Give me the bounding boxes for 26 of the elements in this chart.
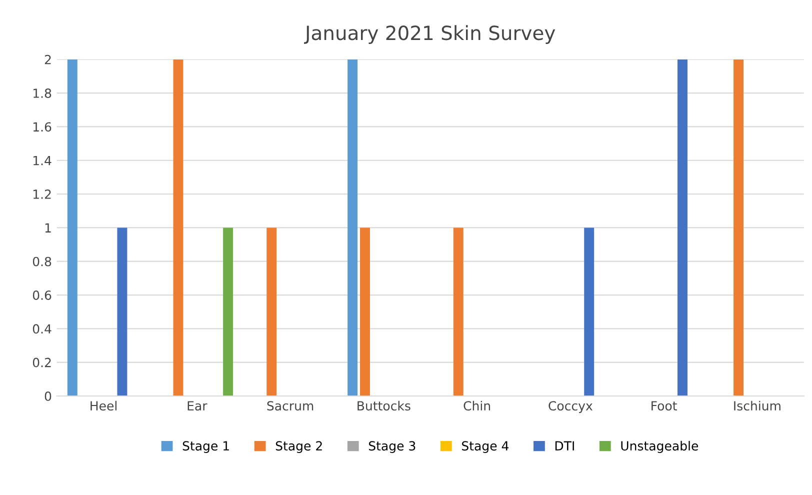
y-tick-label: 1.8 <box>33 88 52 98</box>
y-tick-label: 2 <box>44 54 51 64</box>
y-tick-label: 1.6 <box>33 122 52 132</box>
legend-label: Stage 2 <box>276 441 322 454</box>
x-tick-label: Chin <box>464 400 490 411</box>
y-tick-label: 0.4 <box>32 324 52 334</box>
x-tick-label: Heel <box>90 400 116 411</box>
y-tick-label: 1 <box>45 223 51 232</box>
legend-label: Unstageable <box>621 440 698 454</box>
x-tick-label: Foot <box>652 401 677 411</box>
y-tick-label: 0.8 <box>32 256 52 266</box>
x-tick-label: Ear <box>188 401 208 411</box>
chart-title: January 2021 Skin Survey <box>304 25 556 44</box>
y-tick-label: 1.2 <box>33 190 51 199</box>
y-tick-label: 0.2 <box>32 358 51 368</box>
y-tick-label: 0 <box>44 391 52 401</box>
x-tick-label: Sacrum <box>267 401 314 411</box>
x-tick-label: Coccyx <box>548 401 592 413</box>
legend-label: DTI <box>555 441 574 450</box>
legend-label: Stage 4 <box>462 441 509 454</box>
x-tick-label: Buttocks <box>358 400 410 411</box>
x-tick-label: Ischium <box>734 400 780 411</box>
legend-label: Stage 3 <box>368 441 416 454</box>
y-tick-label: 1.4 <box>33 156 52 166</box>
legend-label: Stage 1 <box>182 441 229 454</box>
y-tick-label: 0.6 <box>32 290 52 300</box>
